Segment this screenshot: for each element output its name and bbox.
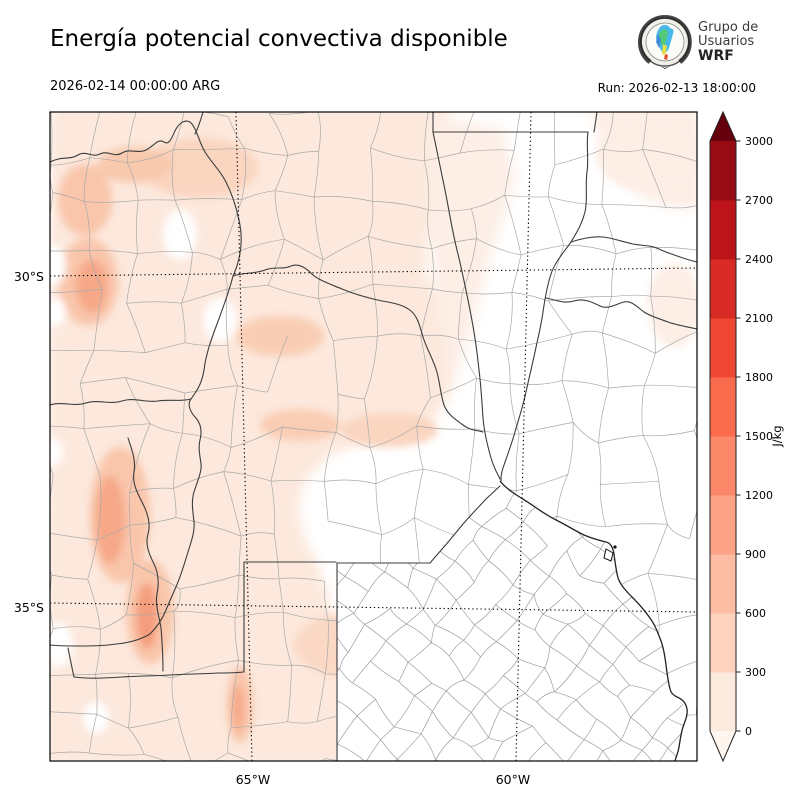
colorbar-over-arrow [710,112,736,141]
colorbar-tick-label: 900 [745,548,766,561]
logo-line-2: Usuarios [698,34,755,50]
colorbar-tick-label: 2100 [745,312,773,325]
colorbar-tick-label: 2400 [745,253,773,266]
ytick-30s: 30°S [14,269,44,284]
colorbar-tick-label: 300 [745,666,766,679]
colorbar-tick-label: 2700 [745,194,773,207]
coastline-parana-river [499,480,688,761]
colorbar-segment [710,141,736,201]
colorbar-tick-label: 3000 [745,135,773,148]
wrf-logo-emblem-icon [638,14,692,69]
logo-line-1: Grupo de [698,20,759,36]
valid-time-label: 2026-02-14 00:00:00 ARG [50,79,221,94]
colorbar-segment [710,318,736,378]
colorbar-tick-label: 1800 [745,371,773,384]
colorbar: 0 300 600 900 1200 1500 1800 2100 2400 2700 3000 [709,110,773,763]
colorbar-under-arrow [710,731,736,761]
colorbar-segment [710,554,736,614]
colorbar-segment [710,436,736,496]
wrf-logo-text: Grupo de Usuarios WRF [698,21,758,64]
xtick-65w: 65°W [236,772,271,787]
colorbar-tick-label: 1200 [745,489,773,502]
graticule-lines [50,112,697,761]
province-boundaries [50,112,697,761]
page-title: Energía potencial convectiva disponible [50,26,508,52]
colorbar-segment [710,672,736,732]
colorbar-tick-label: 600 [745,607,766,620]
run-time-label: Run: 2026-02-13 18:00:00 [597,81,756,95]
xtick-60w: 60°W [496,772,531,787]
colorbar-segment [710,200,736,260]
map-frame [49,111,698,762]
buenos-aires-city-marker [603,545,617,562]
colorbar-segment [710,259,736,319]
ytick-35s: 35°S [14,600,44,615]
wrf-logo: Grupo de Usuarios WRF [638,14,758,72]
colorbar-tick-label: 0 [745,725,752,738]
colorbar-segment [710,613,736,673]
colorbar-segment [710,377,736,437]
buenos-aires-province-area [337,486,687,761]
logo-line-3: WRF [698,48,734,65]
colorbar-segment [710,495,736,555]
colorbar-units-label: J/kg [770,425,784,447]
colorbar-tick-label: 1500 [745,430,773,443]
